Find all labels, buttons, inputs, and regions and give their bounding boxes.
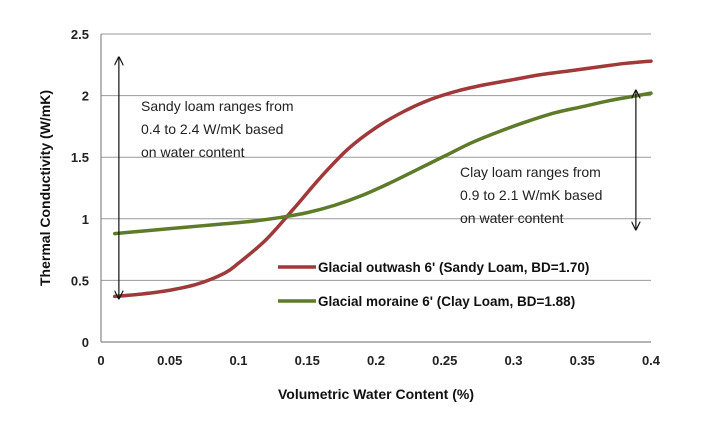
annotation-clay-loam-line: 0.9 to 2.1 W/mK based xyxy=(460,187,602,203)
y-tick-label: 1.5 xyxy=(71,150,89,165)
x-tick-label: 0.15 xyxy=(295,353,320,368)
annotation-clay-loam: Clay loam ranges from 0.9 to 2.1 W/mK ba… xyxy=(460,164,606,226)
x-tick-label: 0.2 xyxy=(367,353,385,368)
y-tick-label: 2 xyxy=(82,89,89,104)
annotation-sandy-loam: Sandy loam ranges from 0.4 to 2.4 W/mK b… xyxy=(141,98,297,160)
x-tick-labels: 0 0.05 0.1 0.15 0.2 0.25 0.3 0.35 0.4 xyxy=(97,353,660,368)
x-tick-label: 0.25 xyxy=(432,353,457,368)
annotation-sandy-loam-line: on water content xyxy=(141,144,245,160)
annotation-clay-loam-line: Clay loam ranges from xyxy=(460,164,601,180)
series-layer xyxy=(113,59,653,299)
range-arrows xyxy=(119,57,636,298)
y-tick-labels: 0 0.5 1 1.5 2 2.5 xyxy=(71,27,89,350)
annotation-sandy-loam-line: Sandy loam ranges from xyxy=(141,98,294,114)
annotation-clay-loam-line: on water content xyxy=(460,210,564,226)
y-tick-label: 1 xyxy=(82,212,89,227)
y-tick-label: 0 xyxy=(82,335,89,350)
x-tick-label: 0 xyxy=(97,353,104,368)
legend-label-sandy-loam: Glacial outwash 6' (Sandy Loam, BD=1.70) xyxy=(318,260,589,275)
x-tick-label: 0.1 xyxy=(229,353,247,368)
x-tick-label: 0.35 xyxy=(570,353,595,368)
series-line-clay-loam xyxy=(113,91,653,236)
gridlines xyxy=(101,33,651,281)
x-tick-label: 0.3 xyxy=(504,353,522,368)
annotation-sandy-loam-line: 0.4 to 2.4 W/mK based xyxy=(141,121,283,137)
series-line-sandy-loam xyxy=(113,59,653,299)
y-tick-label: 2.5 xyxy=(71,27,89,42)
legend-label-clay-loam: Glacial moraine 6' (Clay Loam, BD=1.88) xyxy=(318,294,575,309)
legend: Glacial outwash 6' (Sandy Loam, BD=1.70)… xyxy=(278,260,589,309)
x-axis-title: Volumetric Water Content (%) xyxy=(278,386,474,402)
x-tick-label: 0.05 xyxy=(157,353,182,368)
y-tick-label: 0.5 xyxy=(71,273,89,288)
x-tick-label: 0.4 xyxy=(642,353,661,368)
y-axis-title: Thermal Conductivity (W/mK) xyxy=(37,90,53,286)
